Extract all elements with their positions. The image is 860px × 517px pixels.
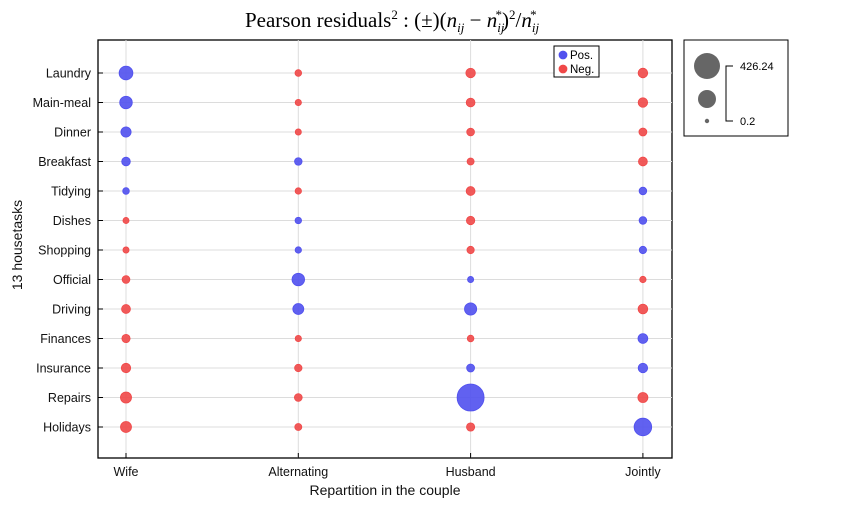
y-tick-label-holidays: Holidays bbox=[43, 421, 91, 435]
point-husband-insurance bbox=[466, 363, 475, 373]
point-wife-finances bbox=[121, 333, 131, 344]
ticks-layer: Laundry Main-meal Dinner Breakfast Tidying Di… bbox=[33, 67, 662, 480]
point-husband-dinner bbox=[466, 127, 475, 137]
point-alternating-breakfast bbox=[294, 157, 303, 166]
size-legend-large-dot bbox=[694, 53, 720, 79]
y-tick-label-breakfast: Breakfast bbox=[38, 155, 91, 169]
point-husband-official bbox=[467, 276, 475, 283]
y-tick-label-repairs: Repairs bbox=[48, 391, 91, 405]
x-tick-label-alternating: Alternating bbox=[268, 465, 328, 479]
y-tick-label-driving: Driving bbox=[52, 303, 91, 317]
point-wife-driving bbox=[121, 304, 131, 314]
y-tick-label-dinner: Dinner bbox=[54, 126, 91, 140]
point-husband-shopping bbox=[466, 245, 475, 255]
point-jointly-breakfast bbox=[638, 156, 648, 167]
point-husband-tidying bbox=[465, 186, 476, 196]
point-jointly-dishes bbox=[638, 216, 648, 225]
y-tick-label-finances: Finances bbox=[40, 332, 91, 346]
point-husband-laundry bbox=[465, 67, 476, 79]
y-tick-label-main-meal: Main-meal bbox=[33, 96, 91, 110]
color-legend: Pos. Neg. bbox=[553, 45, 600, 78]
legend-marker-pos bbox=[558, 50, 568, 60]
point-jointly-tidying bbox=[638, 186, 648, 196]
y-tick-label-dishes: Dishes bbox=[53, 214, 91, 228]
x-tick-label-jointly: Jointly bbox=[625, 465, 661, 479]
point-husband-driving bbox=[464, 302, 478, 316]
point-alternating-shopping bbox=[294, 246, 302, 254]
point-husband-main-meal bbox=[465, 97, 476, 108]
size-legend-min-label: 0.2 bbox=[740, 116, 755, 128]
point-jointly-repairs bbox=[637, 392, 649, 403]
y-axis-label: 13 housetasks bbox=[9, 200, 25, 290]
point-alternating-holidays bbox=[294, 423, 303, 431]
point-wife-insurance bbox=[120, 362, 132, 374]
point-jointly-dinner bbox=[638, 127, 648, 137]
point-wife-holidays bbox=[120, 421, 132, 433]
x-tick-label-husband: Husband bbox=[446, 465, 496, 479]
point-wife-official bbox=[121, 275, 131, 284]
y-tick-label-insurance: Insurance bbox=[36, 362, 91, 376]
size-legend-small-dot bbox=[704, 118, 710, 124]
point-alternating-dishes bbox=[294, 216, 302, 225]
chart-title: Pearson residuals2 : (±)(nij − nij*)2/ni… bbox=[245, 7, 540, 35]
plot-frame bbox=[97, 39, 673, 459]
point-wife-laundry bbox=[118, 65, 134, 81]
point-alternating-laundry bbox=[294, 69, 303, 77]
y-tick-label-official: Official bbox=[53, 273, 91, 287]
point-jointly-shopping bbox=[638, 245, 647, 255]
point-husband-dishes bbox=[466, 215, 476, 226]
point-jointly-official bbox=[639, 275, 647, 284]
point-wife-shopping bbox=[122, 246, 130, 254]
point-wife-main-meal bbox=[119, 95, 133, 110]
point-alternating-tidying bbox=[294, 187, 302, 195]
points-layer bbox=[118, 65, 653, 437]
size-legend-mid-dot bbox=[698, 90, 716, 108]
point-jointly-main-meal bbox=[637, 97, 649, 108]
point-wife-tidying bbox=[122, 187, 130, 195]
size-legend: 426.24 0.2 bbox=[683, 39, 789, 137]
point-jointly-holidays bbox=[633, 417, 653, 437]
point-alternating-insurance bbox=[294, 363, 303, 373]
point-wife-dishes bbox=[122, 217, 130, 224]
point-alternating-repairs bbox=[294, 393, 303, 402]
point-husband-repairs bbox=[456, 383, 485, 412]
y-tick-label-tidying: Tidying bbox=[51, 185, 91, 199]
size-legend-box bbox=[683, 39, 789, 137]
y-tick-label-laundry: Laundry bbox=[46, 67, 92, 81]
point-husband-breakfast bbox=[466, 157, 475, 166]
point-jointly-insurance bbox=[637, 362, 649, 374]
point-wife-repairs bbox=[120, 391, 132, 404]
point-jointly-driving bbox=[637, 303, 649, 315]
x-axis-label: Repartition in the couple bbox=[310, 482, 461, 498]
grid-layer bbox=[98, 40, 672, 458]
point-alternating-official bbox=[291, 272, 305, 287]
legend-label-neg: Neg. bbox=[570, 64, 594, 76]
point-wife-breakfast bbox=[121, 156, 131, 167]
point-husband-finances bbox=[466, 334, 475, 343]
point-alternating-finances bbox=[294, 334, 302, 343]
y-tick-label-shopping: Shopping bbox=[38, 244, 91, 258]
size-legend-max-label: 426.24 bbox=[740, 61, 774, 73]
point-wife-dinner bbox=[120, 126, 132, 138]
x-tick-label-wife: Wife bbox=[114, 465, 139, 479]
point-alternating-driving bbox=[292, 303, 305, 315]
point-jointly-finances bbox=[637, 333, 649, 344]
point-alternating-dinner bbox=[294, 128, 302, 136]
size-legend-bracket bbox=[725, 65, 733, 122]
legend-marker-neg bbox=[558, 64, 568, 74]
point-husband-holidays bbox=[466, 422, 476, 432]
point-jointly-laundry bbox=[637, 67, 649, 79]
legend-label-pos: Pos. bbox=[570, 50, 593, 62]
point-alternating-main-meal bbox=[294, 98, 302, 107]
